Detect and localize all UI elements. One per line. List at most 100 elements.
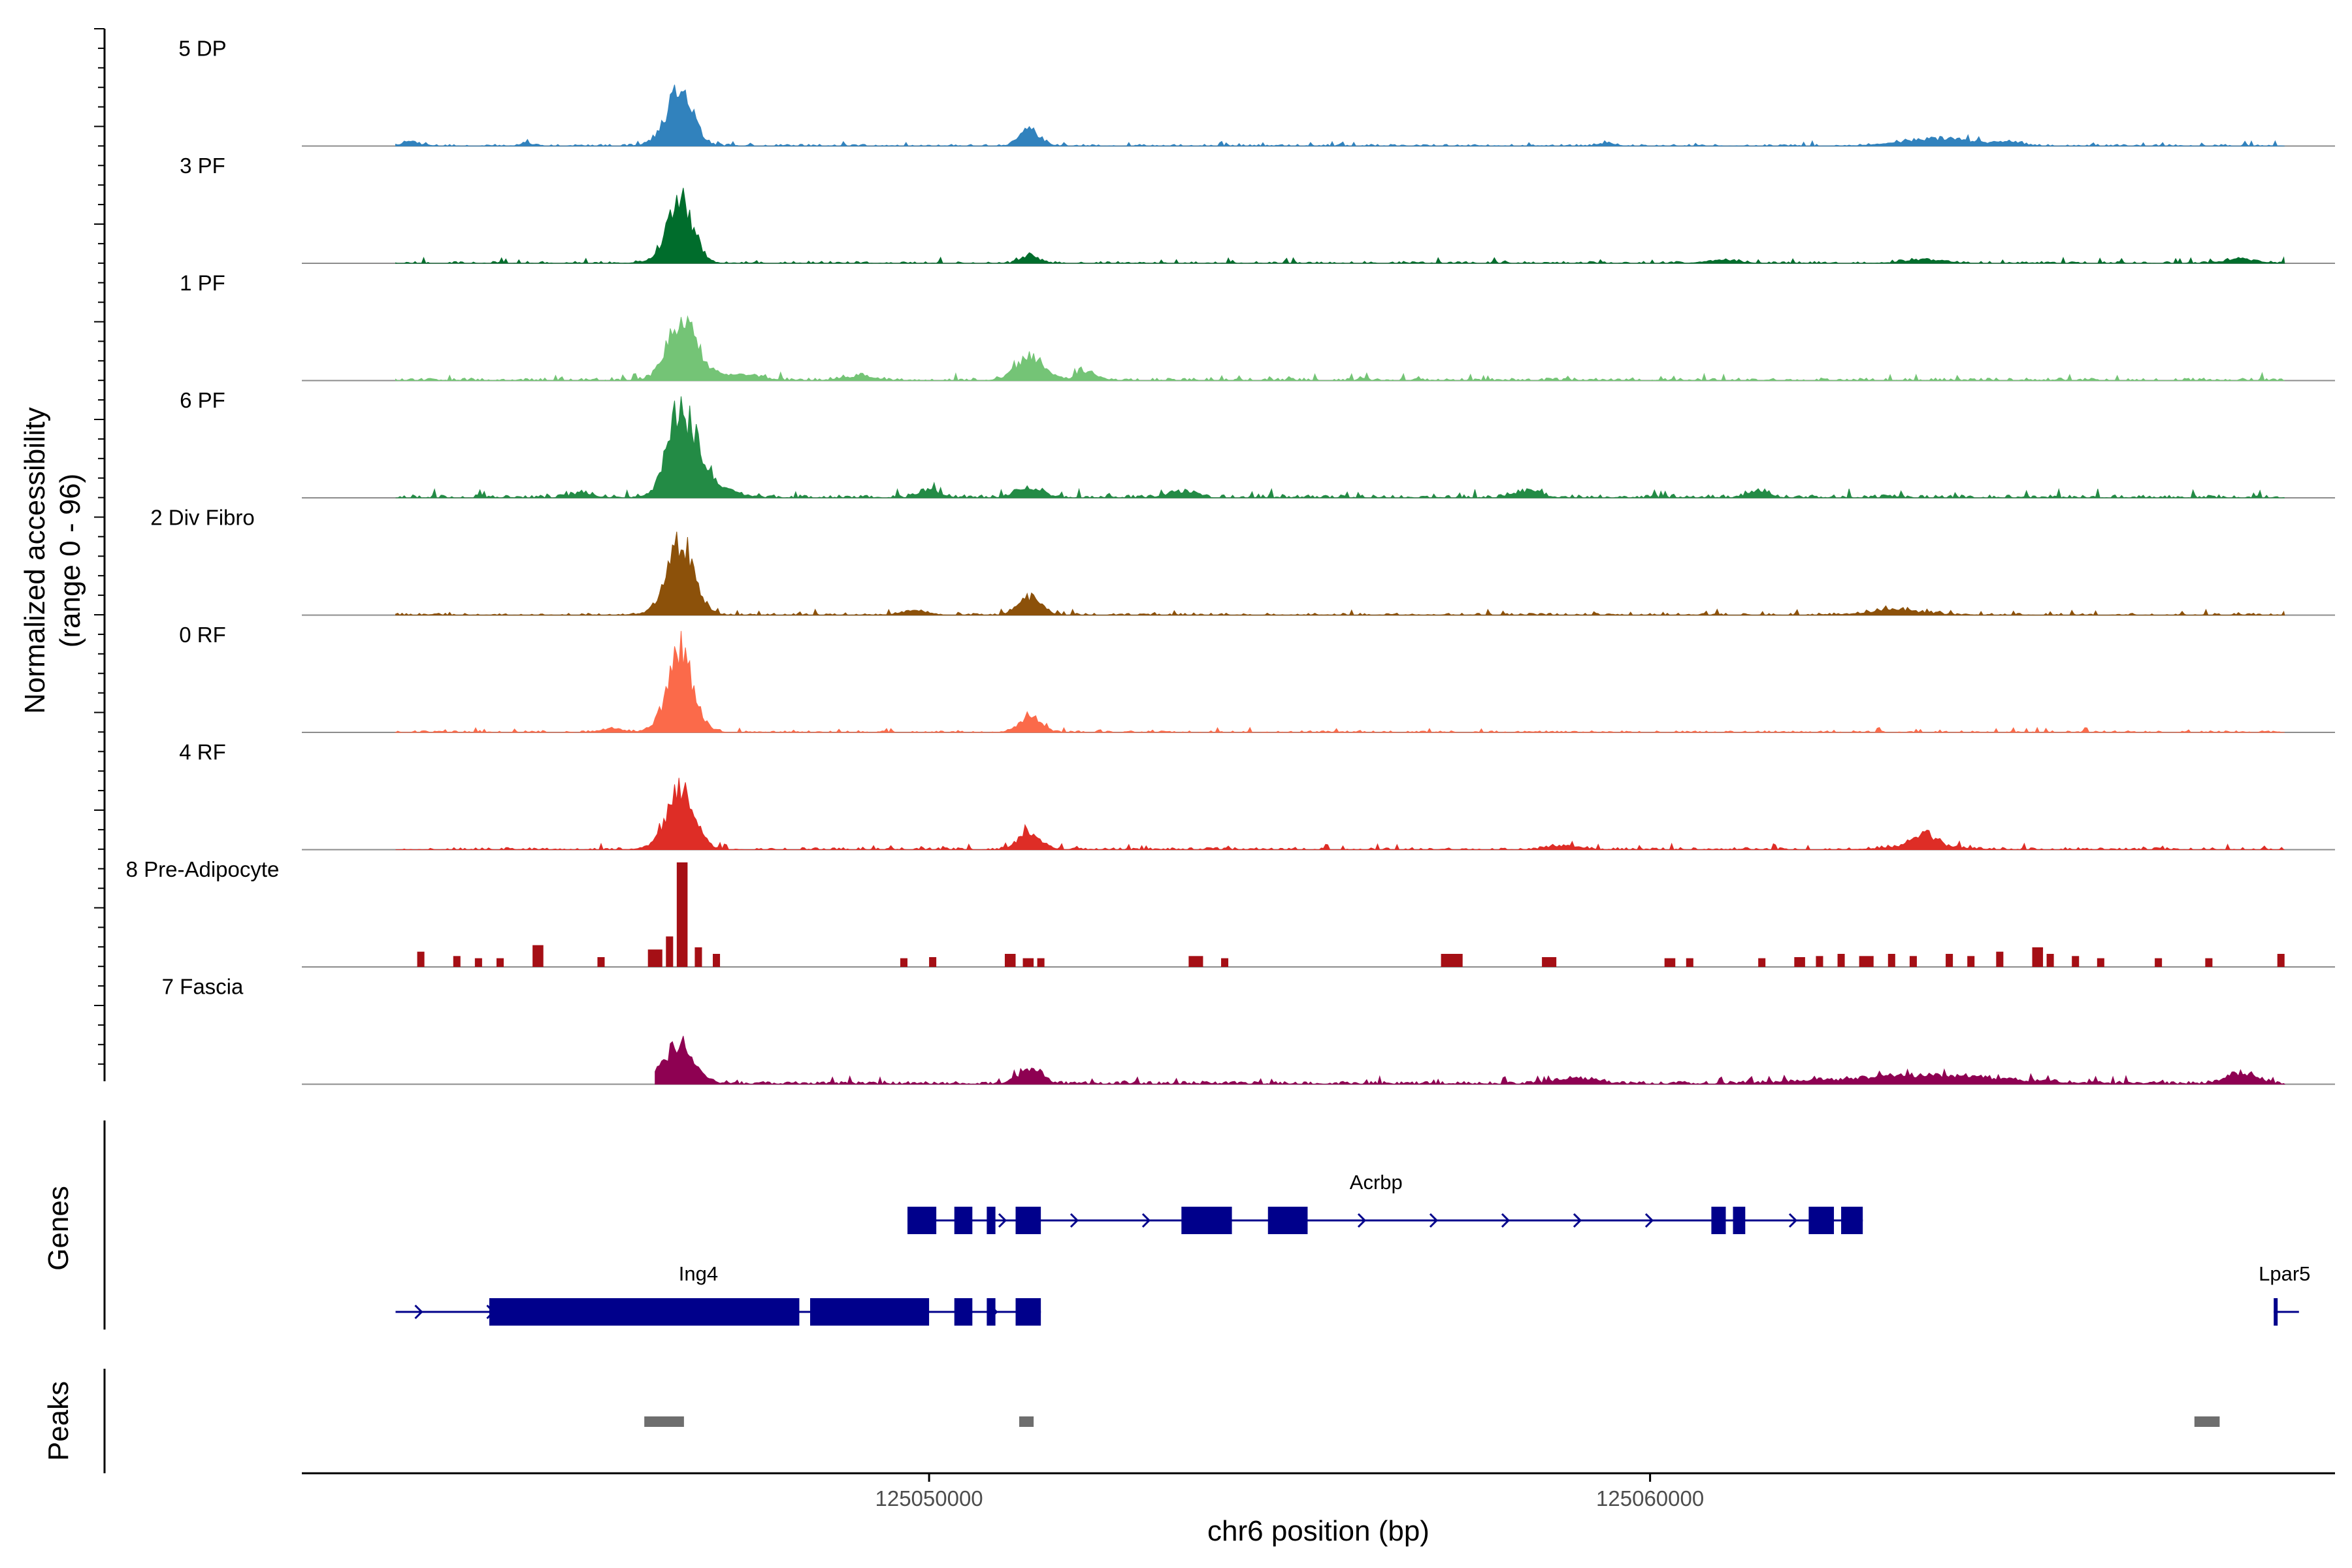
track-0-rf: 0 RF [179, 623, 2335, 734]
exon [1015, 1207, 1041, 1234]
coverage-area [394, 630, 2285, 734]
strand-arrow [1501, 1213, 1511, 1228]
exon [954, 1207, 973, 1234]
exon [1181, 1207, 1232, 1234]
coverage-area [395, 188, 2285, 264]
exon [2274, 1298, 2278, 1326]
coverage-area [395, 777, 2285, 851]
coverage-bar [1004, 954, 1016, 967]
track-2-div-fibro: 2 Div Fibro [150, 506, 2335, 616]
track-label: 1 PF [180, 271, 225, 295]
track-label: 7 Fascia [162, 975, 244, 999]
coverage-bar [532, 945, 544, 967]
coverage-bar [647, 949, 662, 967]
coverage-bar [1037, 958, 1045, 967]
track-label: 0 RF [179, 623, 226, 647]
coverage-bar [929, 957, 937, 967]
coverage-bar [2072, 956, 2080, 967]
track-4-rf: 4 RF [179, 740, 2335, 851]
coverage-tracks: 5 DP 3 PF 1 PF 6 PF 2 Div Fibro 0 RF 4 RF 8 Pre… [126, 37, 2335, 1085]
gene-name: Lpar5 [2259, 1262, 2310, 1285]
exon [1711, 1207, 1726, 1234]
peak-region [1019, 1416, 1034, 1427]
strand-arrow [1141, 1213, 1151, 1228]
track-7-fascia: 7 Fascia [162, 975, 2335, 1085]
coverage-bar [666, 936, 674, 967]
exon [1015, 1298, 1041, 1326]
coverage-bar [900, 958, 907, 967]
coverage-bar [1441, 954, 1463, 967]
exon [1841, 1207, 1863, 1234]
track-label: 5 DP [178, 37, 226, 61]
exon [1808, 1207, 1835, 1234]
coverage-bar [1686, 958, 1693, 967]
genes-panel-label: Genes [42, 1186, 74, 1271]
coverage-bar [417, 951, 425, 967]
coverage-bar [676, 862, 688, 967]
coverage-bar [1188, 956, 1203, 967]
coverage-bar [1909, 956, 1917, 967]
coverage-bar [694, 947, 702, 967]
coverage-area [655, 1036, 2286, 1085]
gene-name: Acrbp [1350, 1171, 1403, 1194]
exon [987, 1298, 996, 1326]
coverage-area [395, 531, 2285, 616]
peak-region [2194, 1416, 2220, 1427]
coverage-area [395, 396, 2285, 499]
coverage-bar [1022, 958, 1034, 967]
coverage-bar [597, 957, 605, 967]
track-5-dp: 5 DP [178, 37, 2335, 147]
coverage-bar [1967, 956, 1975, 967]
coverage-area [395, 315, 2285, 382]
coverage-bar [474, 958, 482, 967]
coverage-bar [713, 954, 721, 967]
x-tick-label: 125050000 [875, 1486, 983, 1511]
coverage-bar [2155, 958, 2163, 967]
coverage-bar [2032, 947, 2044, 967]
track-3-pf: 3 PF [180, 154, 2335, 264]
exon [489, 1298, 800, 1326]
strand-arrow [1788, 1213, 1798, 1228]
coverage-bar [1221, 958, 1229, 967]
exon [987, 1207, 996, 1234]
strand-arrow [1070, 1213, 1079, 1228]
coverage-bar [1859, 956, 1874, 967]
gene-ing4: Ing4 [395, 1262, 1041, 1326]
coverage-bar [1816, 956, 1823, 967]
strand-arrow [1573, 1213, 1582, 1228]
coverage-area [395, 84, 2285, 147]
strand-arrow [1429, 1213, 1439, 1228]
coverage-bar [1996, 951, 2004, 967]
coverage-bar [453, 956, 461, 967]
gene-name: Ing4 [679, 1262, 718, 1285]
peaks-panel-label: Peaks [42, 1381, 74, 1461]
strand-arrow [1644, 1213, 1654, 1228]
gene-lpar5: Lpar5 [2259, 1262, 2310, 1326]
gene-acrbp: Acrbp [907, 1171, 1863, 1234]
exon [1733, 1207, 1746, 1234]
track-label: 6 PF [180, 388, 225, 412]
track-label: 2 Div Fibro [150, 506, 255, 530]
coverage-bar [1887, 954, 1895, 967]
exon [1267, 1207, 1308, 1234]
peak-region [644, 1416, 684, 1427]
coverage-bar [2205, 958, 2213, 967]
coverage-bar [1946, 954, 1953, 967]
coverage-bar [1794, 957, 1805, 967]
coverage-bar [1664, 958, 1676, 967]
coverage-y-ticks [94, 28, 105, 1065]
track-label: 3 PF [180, 154, 225, 178]
track-8-pre-adipocyte: 8 Pre-Adipocyte [126, 857, 2335, 968]
coverage-bar [2097, 958, 2104, 967]
x-axis-ticks: 125050000 125060000 [875, 1473, 1704, 1511]
track-label: 8 Pre-Adipocyte [126, 857, 280, 881]
gene-track: Acrbp Ing4 Lpar5 [395, 1171, 2310, 1326]
x-axis-label: chr6 position (bp) [1207, 1515, 1429, 1547]
strand-arrow [414, 1304, 423, 1320]
peak-track [644, 1416, 2220, 1427]
strand-arrow [1357, 1213, 1367, 1228]
exon [810, 1298, 930, 1326]
track-6-pf: 6 PF [180, 388, 2335, 499]
strand-arrow [998, 1213, 1007, 1228]
